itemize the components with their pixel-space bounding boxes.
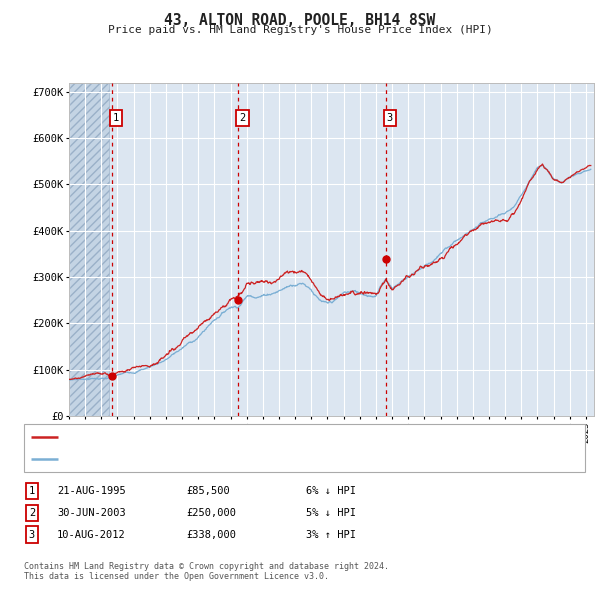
Text: Price paid vs. HM Land Registry's House Price Index (HPI): Price paid vs. HM Land Registry's House …: [107, 25, 493, 35]
Text: Contains HM Land Registry data © Crown copyright and database right 2024.
This d: Contains HM Land Registry data © Crown c…: [24, 562, 389, 581]
Text: 1: 1: [113, 113, 119, 123]
Text: 43, ALTON ROAD, POOLE, BH14 8SW (detached house): 43, ALTON ROAD, POOLE, BH14 8SW (detache…: [63, 432, 363, 442]
Text: £85,500: £85,500: [186, 486, 230, 496]
Text: HPI: Average price, detached house, Bournemouth Christchurch and Poole: HPI: Average price, detached house, Bour…: [63, 454, 500, 464]
Text: 3: 3: [386, 113, 393, 123]
Bar: [69, 83, 109, 416]
Text: £250,000: £250,000: [186, 508, 236, 517]
Text: 21-AUG-1995: 21-AUG-1995: [57, 486, 126, 496]
Text: 2: 2: [29, 508, 35, 517]
Text: 1: 1: [29, 486, 35, 496]
Text: 3: 3: [29, 530, 35, 539]
Text: 3% ↑ HPI: 3% ↑ HPI: [306, 530, 356, 539]
Text: 5% ↓ HPI: 5% ↓ HPI: [306, 508, 356, 517]
Text: 43, ALTON ROAD, POOLE, BH14 8SW: 43, ALTON ROAD, POOLE, BH14 8SW: [164, 13, 436, 28]
Text: 10-AUG-2012: 10-AUG-2012: [57, 530, 126, 539]
Text: 2: 2: [239, 113, 245, 123]
Text: 30-JUN-2003: 30-JUN-2003: [57, 508, 126, 517]
Text: £338,000: £338,000: [186, 530, 236, 539]
Text: 6% ↓ HPI: 6% ↓ HPI: [306, 486, 356, 496]
